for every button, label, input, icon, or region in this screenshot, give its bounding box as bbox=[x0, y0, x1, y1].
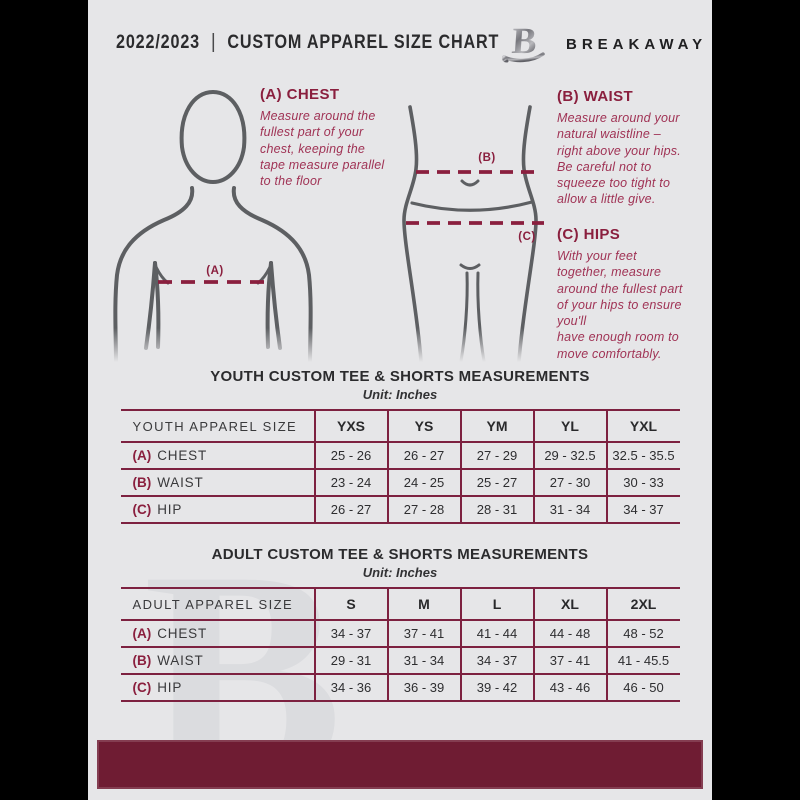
measurement-row-label: (A) CHEST bbox=[120, 441, 316, 470]
measurement-row: (B) WAIST 23 - 24 24 - 25 25 - 27 27 - 30 30 -… bbox=[120, 468, 680, 497]
measurement-cell: 39 - 42 bbox=[459, 673, 535, 702]
waist-figure-fade bbox=[388, 328, 552, 368]
size-header-cell: YL bbox=[532, 409, 608, 443]
torso-figure: (A) bbox=[108, 85, 318, 375]
measurement-row: (C) HIP 26 - 27 27 - 28 28 - 31 31 - 34 34 - 3… bbox=[120, 495, 680, 524]
brand-name: BREAKAWAY bbox=[566, 36, 708, 53]
size-column-header: YOUTH APPAREL SIZE bbox=[120, 409, 316, 443]
row-label: CHEST bbox=[157, 626, 208, 641]
measurement-cell: 34 - 37 bbox=[459, 646, 535, 675]
row-label: WAIST bbox=[157, 653, 204, 668]
chest-section-heading: (A) CHEST bbox=[260, 86, 340, 103]
measurement-row: (A) CHEST 34 - 37 37 - 41 41 - 44 44 - 48 48 -… bbox=[120, 619, 680, 648]
adult-size-table: ADULT APPAREL SIZE S M L XL 2XL (A) CHEST 34 - 3… bbox=[120, 587, 680, 702]
size-header-cell: XL bbox=[532, 587, 608, 621]
row-prefix: (A) bbox=[132, 448, 152, 463]
header-year: 2022/2023 bbox=[116, 31, 201, 53]
measurement-cell: 37 - 41 bbox=[532, 646, 608, 675]
measurement-row-label: (B) WAIST bbox=[120, 646, 316, 675]
marker-c-label: (C) bbox=[518, 231, 535, 243]
measurement-row: (A) CHEST 25 - 26 26 - 27 27 - 29 29 - 32.5 32… bbox=[120, 441, 680, 470]
measurement-cell: 44 - 48 bbox=[532, 619, 608, 648]
size-header-cell: YXL bbox=[605, 409, 680, 443]
measurement-row-label: (A) CHEST bbox=[120, 619, 316, 648]
measurement-cell: 23 - 24 bbox=[313, 468, 389, 497]
measurement-cell: 27 - 29 bbox=[459, 441, 535, 470]
size-column-header: ADULT APPAREL SIZE bbox=[120, 587, 316, 621]
measurement-cell: 31 - 34 bbox=[386, 646, 462, 675]
measurement-cell: 34 - 37 bbox=[313, 619, 389, 648]
measurement-cell: 34 - 37 bbox=[605, 495, 680, 524]
waist-section-body: Measure around your natural waistline – … bbox=[557, 111, 681, 207]
row-prefix: (B) bbox=[132, 653, 152, 668]
header-divider: | bbox=[210, 31, 217, 53]
hips-section-body: With your feet together, measure around … bbox=[557, 249, 683, 361]
page-header: 2022/2023 | CUSTOM APPAREL SIZE CHART bbox=[116, 31, 499, 54]
marker-b-label: (B) bbox=[478, 152, 495, 164]
table-header-row: ADULT APPAREL SIZE S M L XL 2XL bbox=[120, 587, 680, 621]
adult-table-unit: Unit: Inches bbox=[362, 565, 438, 580]
adult-table-title: ADULT CUSTOM TEE & SHORTS MEASUREMENTS bbox=[211, 546, 589, 563]
youth-table-title: YOUTH CUSTOM TEE & SHORTS MEASUREMENTS bbox=[210, 368, 590, 385]
row-prefix: (C) bbox=[132, 680, 152, 695]
measurement-cell: 24 - 25 bbox=[386, 468, 462, 497]
measurement-row: (C) HIP 34 - 36 36 - 39 39 - 42 43 - 46 46 - 5… bbox=[120, 673, 680, 702]
measurement-cell: 26 - 27 bbox=[386, 441, 462, 470]
row-prefix: (A) bbox=[132, 626, 152, 641]
measurement-row-label: (B) WAIST bbox=[120, 468, 316, 497]
row-prefix: (B) bbox=[132, 475, 152, 490]
row-label: WAIST bbox=[157, 475, 204, 490]
measurement-cell: 46 - 50 bbox=[605, 673, 680, 702]
measurement-cell: 29 - 32.5 bbox=[532, 441, 608, 470]
waist-hips-figure: (B) (C) bbox=[390, 103, 550, 370]
measurement-cell: 41 - 45.5 bbox=[605, 646, 680, 675]
measurement-cell: 31 - 34 bbox=[532, 495, 608, 524]
table-header-row: YOUTH APPAREL SIZE YXS YS YM YL YXL bbox=[120, 409, 680, 443]
measurement-cell: 27 - 28 bbox=[386, 495, 462, 524]
measurement-cell: 27 - 30 bbox=[532, 468, 608, 497]
hips-section-heading: (C) HIPS bbox=[557, 226, 621, 243]
measurement-cell: 26 - 27 bbox=[313, 495, 389, 524]
measurement-cell: 25 - 27 bbox=[459, 468, 535, 497]
size-header-cell: YS bbox=[386, 409, 462, 443]
measurement-cell: 30 - 33 bbox=[605, 468, 680, 497]
size-header-cell: YM bbox=[459, 409, 535, 443]
size-header-cell: S bbox=[313, 587, 389, 621]
measurement-row: (B) WAIST 29 - 31 31 - 34 34 - 37 37 - 41 41 -… bbox=[120, 646, 680, 675]
size-header-cell: M bbox=[386, 587, 462, 621]
measurement-row-label: (C) HIP bbox=[120, 673, 316, 702]
row-label: CHEST bbox=[157, 448, 208, 463]
marker-a-label: (A) bbox=[206, 265, 223, 277]
measurement-cell: 28 - 31 bbox=[459, 495, 535, 524]
size-header-cell: YXS bbox=[313, 409, 389, 443]
logo-letter: B bbox=[511, 21, 539, 62]
measurement-cell: 29 - 31 bbox=[313, 646, 389, 675]
waist-section-heading: (B) WAIST bbox=[557, 88, 634, 105]
chest-section-body: Measure around the fullest part of your … bbox=[260, 109, 385, 188]
measurement-cell: 32.5 - 35.5 bbox=[605, 441, 680, 470]
measurement-cell: 25 - 26 bbox=[313, 441, 389, 470]
adult-table-section: ADULT CUSTOM TEE & SHORTS MEASUREMENTS U… bbox=[88, 546, 712, 702]
breakaway-logo-icon: B bbox=[497, 17, 551, 70]
torso-figure-fade bbox=[106, 328, 320, 368]
youth-table-section: YOUTH CUSTOM TEE & SHORTS MEASUREMENTS U… bbox=[88, 368, 712, 524]
measurement-cell: 48 - 52 bbox=[605, 619, 680, 648]
youth-size-table: YOUTH APPAREL SIZE YXS YS YM YL YXL (A) CHEST 25… bbox=[120, 409, 680, 524]
youth-table-unit: Unit: Inches bbox=[362, 387, 438, 402]
size-chart-page: 2022/2023 | CUSTOM APPAREL SIZE CHART B … bbox=[88, 0, 712, 800]
size-header-cell: L bbox=[459, 587, 535, 621]
row-prefix: (C) bbox=[132, 502, 152, 517]
page-title: CUSTOM APPAREL SIZE CHART bbox=[227, 31, 500, 53]
measurement-cell: 43 - 46 bbox=[532, 673, 608, 702]
measurement-cell: 37 - 41 bbox=[386, 619, 462, 648]
row-label: HIP bbox=[157, 680, 183, 695]
footer-accent-bar bbox=[97, 740, 703, 789]
row-label: HIP bbox=[157, 502, 183, 517]
size-header-cell: 2XL bbox=[605, 587, 680, 621]
measurement-cell: 34 - 36 bbox=[313, 673, 389, 702]
measurement-row-label: (C) HIP bbox=[120, 495, 316, 524]
measurement-cell: 36 - 39 bbox=[386, 673, 462, 702]
measurement-cell: 41 - 44 bbox=[459, 619, 535, 648]
